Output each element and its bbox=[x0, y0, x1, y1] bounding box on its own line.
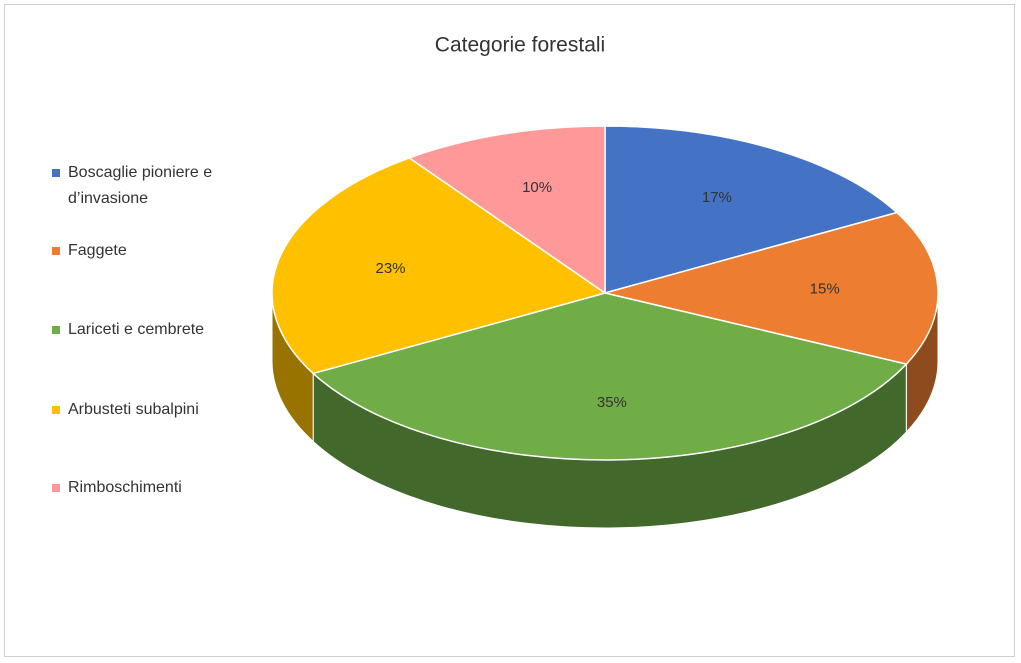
data-label: 23% bbox=[375, 260, 405, 277]
slice bbox=[311, 292, 908, 461]
data-label: 35% bbox=[597, 394, 627, 411]
chart-frame bbox=[4, 4, 1015, 657]
legend-label: Faggete bbox=[68, 242, 127, 259]
legend-swatch bbox=[52, 406, 60, 414]
legend-item: Arbusteti subalpini bbox=[52, 397, 242, 423]
data-label: 15% bbox=[810, 281, 840, 298]
legend-swatch bbox=[52, 247, 60, 255]
legend-swatch bbox=[52, 169, 60, 177]
data-label: 17% bbox=[702, 189, 732, 206]
legend-label: Lariceti e cembrete bbox=[68, 321, 205, 338]
legend-item: Rimboschimenti bbox=[52, 475, 242, 501]
legend-item: Faggete bbox=[52, 238, 242, 264]
chart-title: Categorie forestali bbox=[435, 34, 605, 57]
slice bbox=[604, 211, 939, 365]
data-label: 10% bbox=[522, 179, 552, 196]
legend-item: Lariceti e cembrete bbox=[52, 317, 242, 343]
legend-swatch bbox=[52, 326, 60, 334]
legend-label: Boscaglie pioniere e d’invasione bbox=[68, 164, 213, 207]
slice bbox=[271, 157, 607, 375]
legend-item: Boscaglie pioniere e d’invasione bbox=[52, 160, 242, 212]
legend-label: Arbusteti subalpini bbox=[68, 401, 199, 418]
slice bbox=[604, 125, 899, 294]
legend-swatch bbox=[52, 484, 60, 492]
slice bbox=[407, 125, 606, 295]
legend-label: Rimboschimenti bbox=[68, 479, 182, 496]
